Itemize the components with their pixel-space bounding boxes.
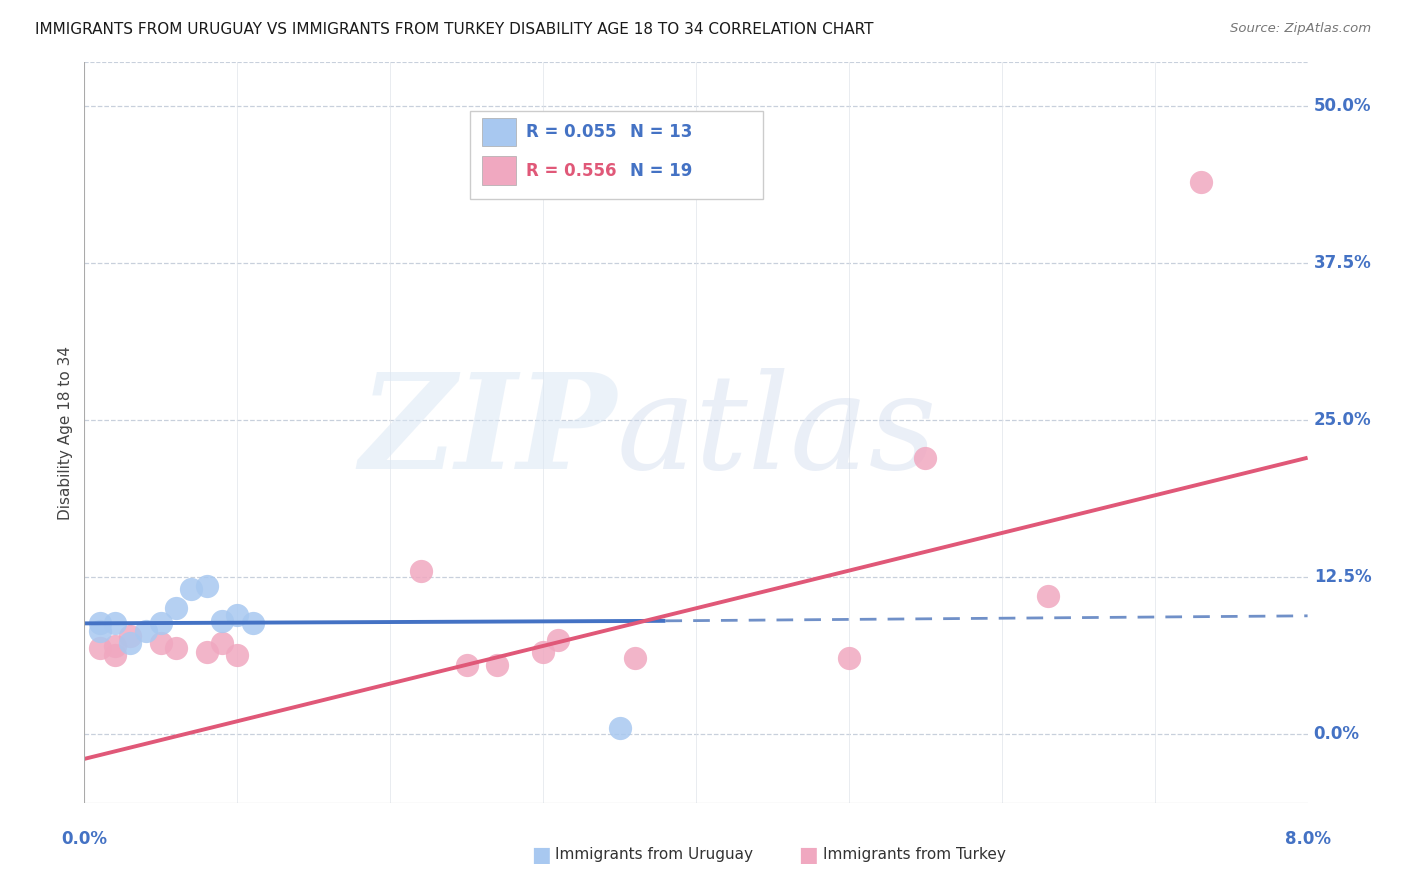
Point (624, 651, 647, 665)
Point (547, 632, 569, 647)
Bar (482, 156, 516, 185)
Point (89, 616, 111, 631)
Point (180, 582, 202, 597)
Text: N = 19: N = 19 (630, 161, 692, 179)
Text: Immigrants from Turkey: Immigrants from Turkey (823, 847, 1005, 862)
Text: ■: ■ (799, 845, 818, 864)
Point (226, 648, 249, 662)
Point (89, 624, 111, 638)
Point (104, 648, 127, 662)
Point (149, 636, 172, 650)
Point (914, 450, 936, 465)
Point (195, 579, 218, 593)
Text: R = 0.556: R = 0.556 (526, 161, 628, 179)
Point (456, 657, 478, 672)
FancyBboxPatch shape (470, 111, 763, 200)
Point (89, 641, 111, 656)
Point (838, 651, 860, 665)
Point (609, 721, 631, 735)
Point (1189, 175, 1212, 189)
Point (226, 607, 249, 622)
Text: IMMIGRANTS FROM URUGUAY VS IMMIGRANTS FROM TURKEY DISABILITY AGE 18 TO 34 CORREL: IMMIGRANTS FROM URUGUAY VS IMMIGRANTS FR… (35, 22, 873, 37)
Bar (482, 118, 516, 146)
Point (211, 636, 233, 650)
Point (135, 624, 157, 638)
Point (120, 636, 142, 650)
Point (486, 657, 509, 672)
Point (211, 614, 233, 628)
Text: Source: ZipAtlas.com: Source: ZipAtlas.com (1230, 22, 1371, 36)
Point (120, 629, 142, 643)
Text: 8.0%: 8.0% (1285, 830, 1330, 848)
Text: 25.0%: 25.0% (1313, 411, 1371, 429)
Y-axis label: Disability Age 18 to 34: Disability Age 18 to 34 (58, 345, 73, 520)
Point (104, 616, 127, 631)
Point (242, 616, 264, 631)
Text: Immigrants from Uruguay: Immigrants from Uruguay (555, 847, 754, 862)
Text: ZIP: ZIP (359, 368, 616, 497)
Point (531, 645, 554, 659)
Text: ■: ■ (531, 845, 551, 864)
Point (1036, 589, 1059, 603)
Point (149, 616, 172, 631)
Text: 50.0%: 50.0% (1313, 97, 1371, 115)
Point (195, 645, 218, 659)
Text: 0.0%: 0.0% (62, 830, 107, 848)
Text: R = 0.055: R = 0.055 (526, 123, 628, 141)
Text: 12.5%: 12.5% (1313, 568, 1371, 586)
Point (409, 564, 432, 578)
Text: 0.0%: 0.0% (1313, 725, 1360, 743)
Text: 37.5%: 37.5% (1313, 254, 1371, 272)
Text: N = 13: N = 13 (630, 123, 692, 141)
Point (104, 639, 127, 653)
Point (165, 641, 187, 656)
Point (165, 601, 187, 615)
Text: atlas: atlas (616, 368, 936, 497)
